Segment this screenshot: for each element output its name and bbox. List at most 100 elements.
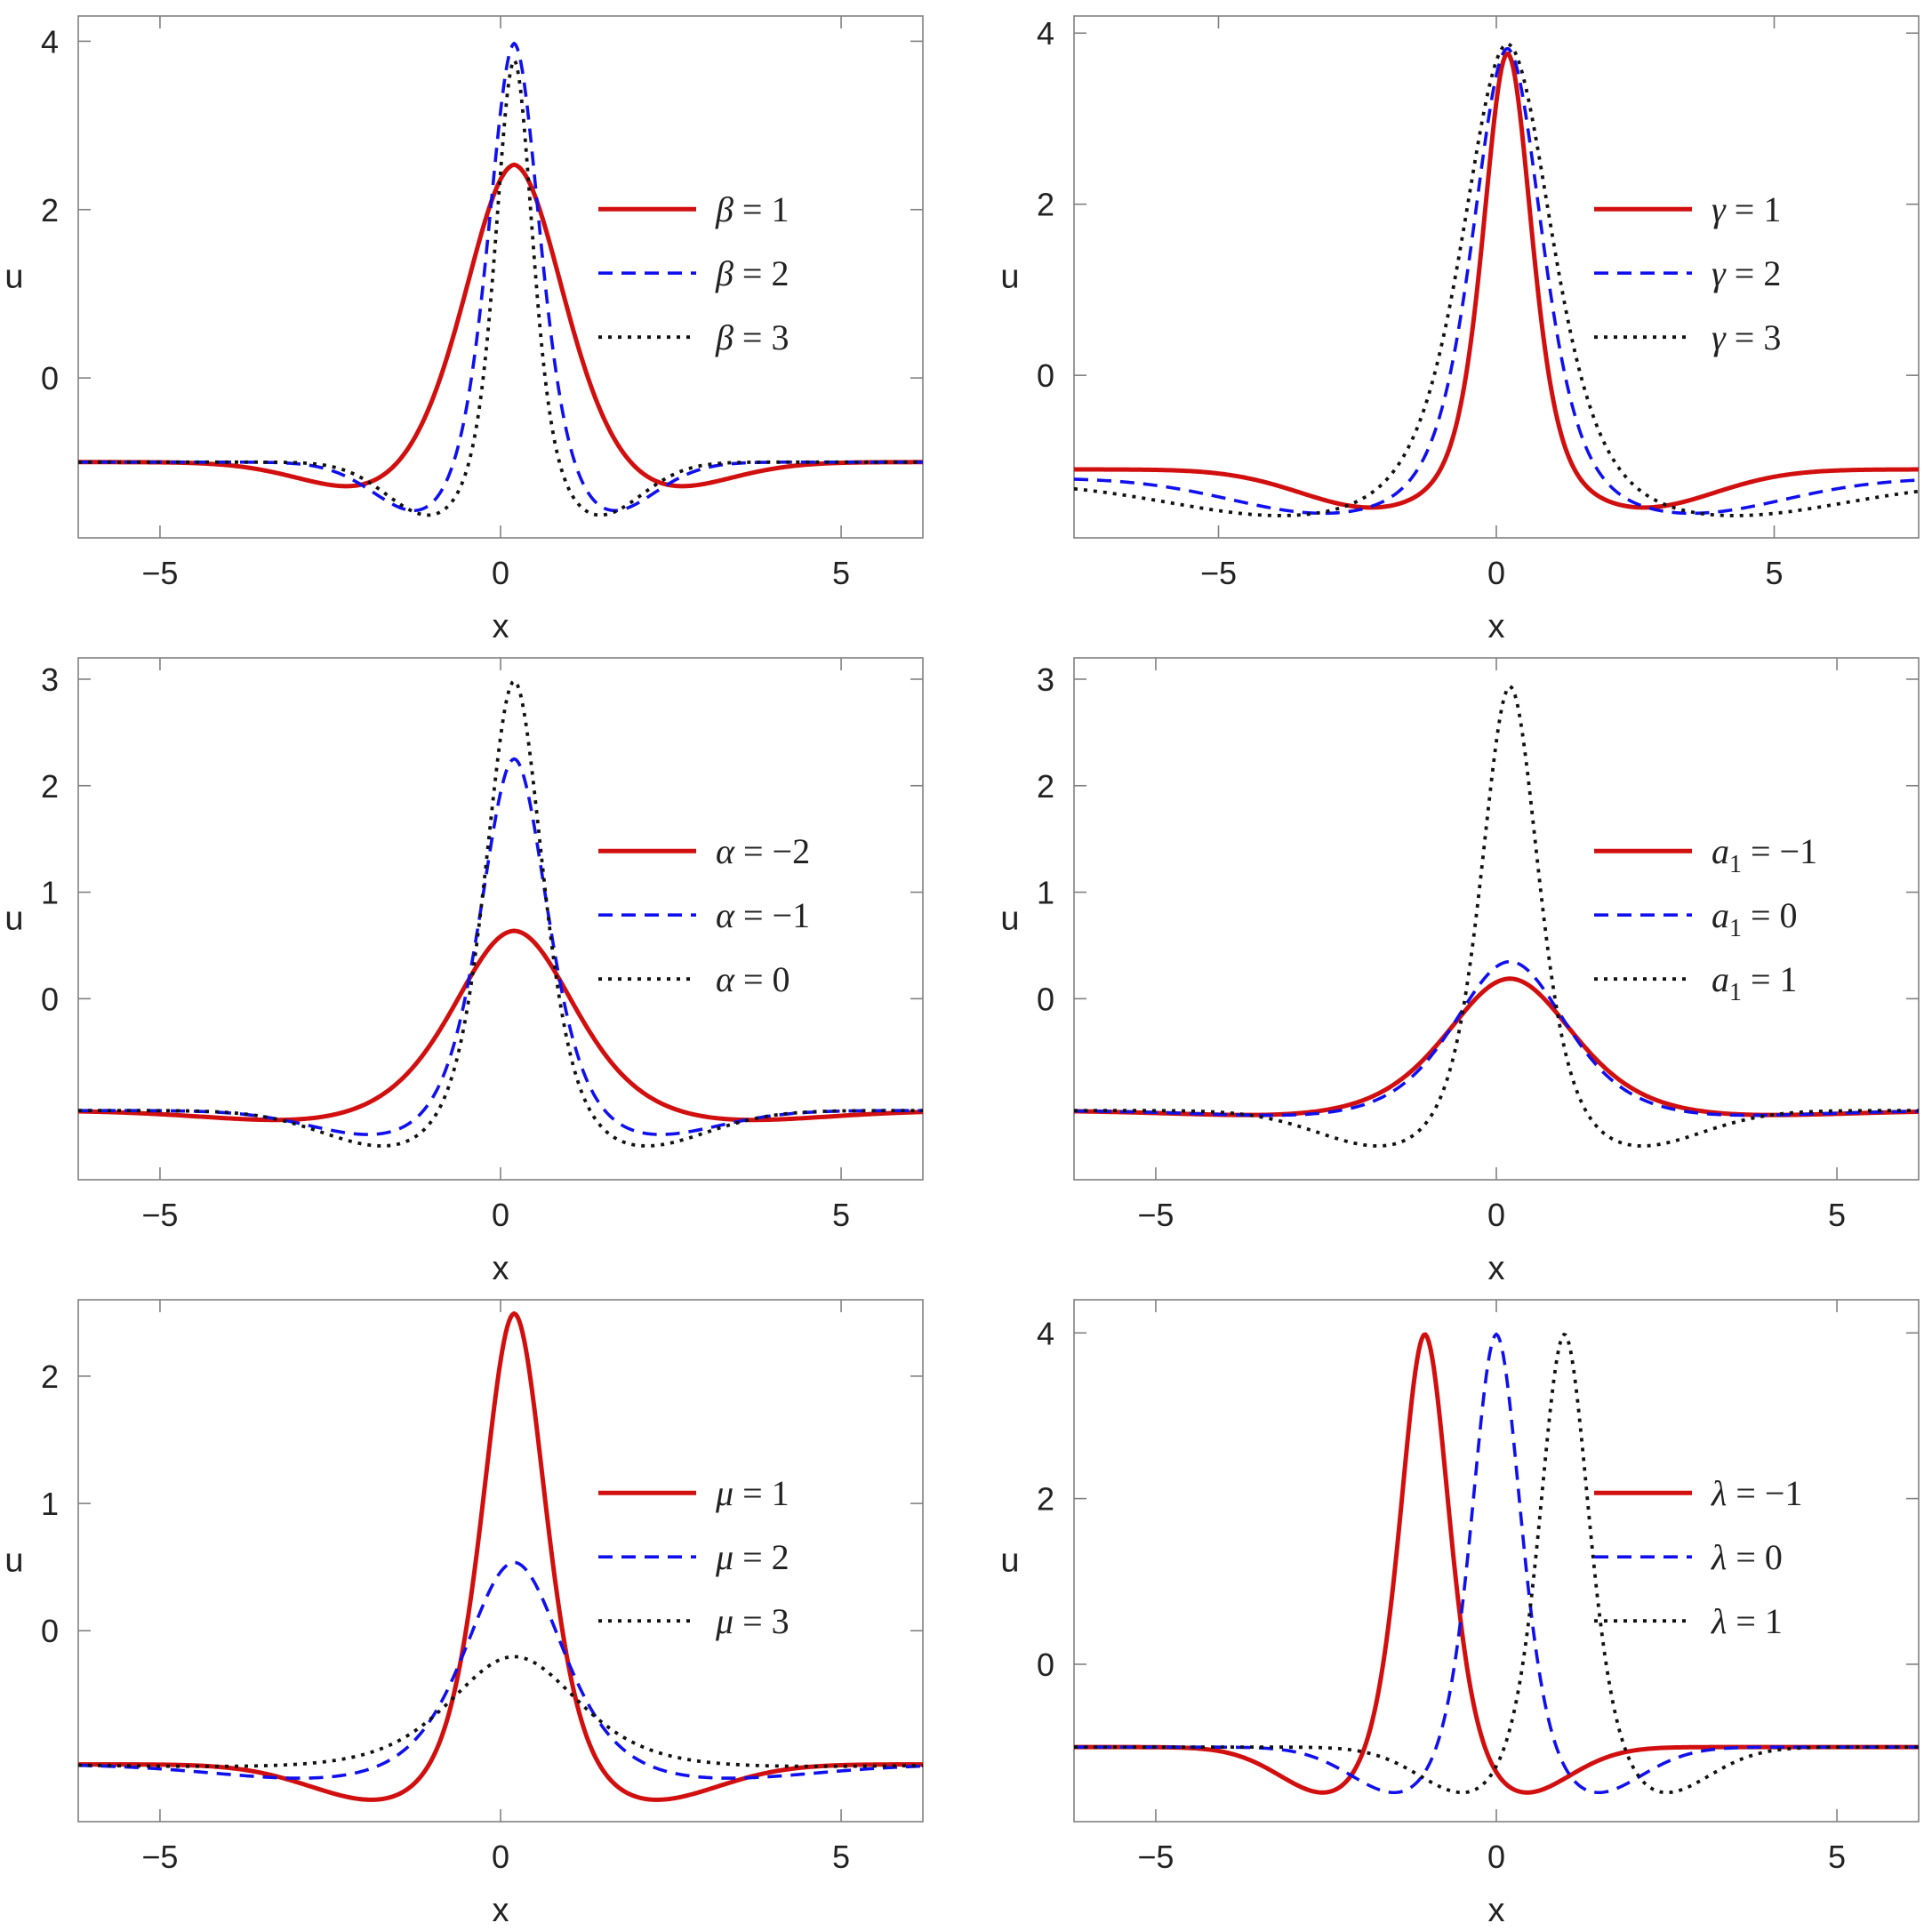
y-tick-label: 1 [41,1486,59,1522]
series-line-2 [1074,959,1919,1118]
x-axis-label: x [493,1892,509,1929]
plot-frame [1073,1299,1920,1823]
series-line-2 [1074,47,1919,516]
y-tick-label: 1 [41,875,59,911]
series-line-2 [78,757,923,1136]
x-tick-label: −5 [141,1197,178,1233]
series-group [1074,1332,1919,1795]
y-tick-label: 0 [1037,1647,1054,1683]
y-tick-label: 0 [41,981,59,1017]
series-line-1 [1074,51,1919,510]
legend-label-3: λ = 1 [1711,1601,1783,1641]
x-tick-label: 5 [832,1197,850,1233]
y-axis-label: u [1000,1542,1019,1580]
x-tick-label: 5 [832,555,850,591]
x-tick-label: 0 [492,1197,509,1233]
x-tick-label: 0 [1487,1197,1505,1233]
legend: a1 = −1 a1 = 0 a1 = 1 [1594,831,1817,1006]
chart-panel-3: −5 0 5 0 1 2 3 x u α = −2 α = −1 α = 0 [4,657,924,1287]
legend: α = −2 α = −1 α = 0 [598,831,810,999]
series-group [1074,42,1919,517]
legend-label-2: α = −1 [716,895,810,935]
y-tick-label: 3 [41,661,59,698]
x-axis-label: x [1488,608,1505,645]
x-tick-label: 0 [1487,555,1505,591]
x-tick-label: 0 [492,555,509,591]
series-line-2 [78,1560,923,1780]
y-axis-label: u [4,901,23,938]
x-tick-label: 5 [1828,1839,1846,1875]
legend: λ = −1 λ = 0 λ = 1 [1594,1473,1802,1641]
series-line-1 [78,162,923,489]
y-axis-label: u [1000,901,1019,938]
chart-panel-1: −5 0 5 0 2 4 x u β = 1 β = 2 β = 3 [4,15,924,645]
legend-label-2: μ = 2 [715,1537,790,1577]
series-group [78,679,923,1148]
legend-label-1: γ = 1 [1712,189,1781,229]
y-tick-label: 2 [41,768,59,805]
y-tick-label: 0 [41,1613,59,1649]
y-tick-label: 4 [1037,1315,1054,1351]
legend-label-3: μ = 3 [715,1601,790,1641]
series-line-1 [78,1310,923,1802]
series-group [78,41,923,517]
y-tick-label: 2 [41,1358,59,1395]
series-line-1 [78,928,923,1123]
plot-frame [77,1299,924,1823]
y-tick-label: 1 [1037,875,1054,911]
series-group [1074,685,1919,1148]
legend: γ = 1 γ = 2 γ = 3 [1594,189,1781,357]
legend-label-2: λ = 0 [1711,1537,1783,1577]
series-line-3 [1074,685,1919,1148]
x-tick-label: 0 [492,1839,509,1875]
x-tick-label: 5 [832,1839,850,1875]
y-tick-label: 2 [1037,1481,1054,1518]
x-tick-label: −5 [1137,1197,1174,1233]
chart-panel-4: −5 0 5 0 1 2 3 x u a1 = −1 a1 = 0 a1 = 1 [1000,657,1920,1287]
plot-frame [77,15,924,539]
y-tick-label: 4 [1037,15,1054,52]
y-axis-label: u [4,1542,23,1580]
legend: μ = 1 μ = 2 μ = 3 [598,1473,790,1641]
x-tick-label: −5 [1137,1839,1174,1875]
series-line-3 [1074,1333,1919,1795]
y-tick-label: 2 [1037,187,1054,223]
x-tick-label: −5 [141,1839,178,1875]
x-axis-label: x [1488,1250,1505,1287]
legend-label-3: α = 0 [716,959,790,999]
y-tick-label: 2 [41,192,59,228]
x-tick-label: −5 [1200,555,1237,591]
series-line-3 [78,58,923,517]
legend-label-3: a1 = 1 [1712,959,1798,1006]
legend-label-1: λ = −1 [1711,1473,1802,1513]
chart-panel-2: −5 0 5 0 2 4 x u γ = 1 γ = 2 γ = 3 [1000,15,1920,645]
legend-label-1: α = −2 [716,831,810,871]
legend-label-1: μ = 1 [715,1473,790,1513]
x-tick-label: 5 [1765,555,1783,591]
legend-label-3: β = 3 [715,317,789,357]
series-line-2 [1074,1332,1919,1795]
chart-panel-5: −5 0 5 0 1 2 x u μ = 1 μ = 2 μ = 3 [4,1299,924,1929]
legend-label-1: a1 = −1 [1712,831,1817,878]
chart-panel-6: −5 0 5 0 2 4 x u λ = −1 λ = 0 λ = 1 [1000,1299,1920,1929]
y-tick-label: 0 [1037,981,1054,1017]
series-line-2 [78,41,923,513]
y-tick-label: 2 [1037,768,1054,805]
x-axis-label: x [1488,1892,1505,1929]
y-tick-label: 4 [41,23,59,60]
y-axis-label: u [1000,259,1019,296]
y-axis-label: u [4,259,23,296]
legend-label-1: β = 1 [715,189,789,229]
series-group [78,1310,923,1802]
x-axis-label: x [493,1250,509,1287]
y-tick-label: 0 [1037,357,1054,394]
series-line-1 [1074,1332,1919,1795]
legend-label-2: a1 = 0 [1712,895,1798,942]
legend-label-2: β = 2 [715,253,789,293]
series-line-3 [78,1655,923,1768]
x-tick-label: −5 [141,555,178,591]
legend: β = 1 β = 2 β = 3 [598,189,789,357]
legend-label-3: γ = 3 [1712,317,1781,357]
legend-label-2: γ = 2 [1712,253,1781,293]
